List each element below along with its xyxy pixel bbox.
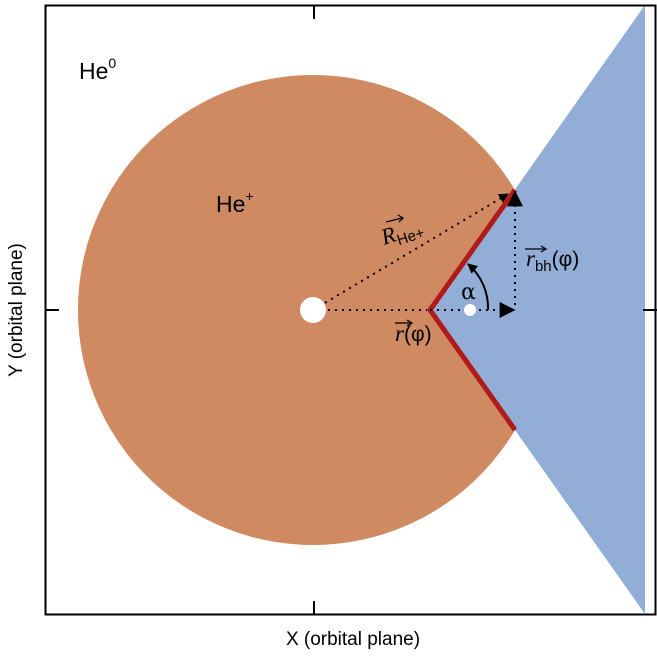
angle-alpha-arc <box>467 263 490 311</box>
label-r-bh: rbh(φ) <box>525 245 579 275</box>
shadow-cone <box>430 5 645 614</box>
donor-star-marker <box>300 297 326 323</box>
label-heplus: He+ <box>216 188 254 217</box>
y-axis-label: Y (orbital plane) <box>6 243 27 377</box>
label-he0: He0 <box>79 55 116 84</box>
label-alpha: α <box>461 280 476 305</box>
svg-text:rbh(φ): rbh(φ) <box>526 246 579 275</box>
vector-r-he-plus <box>312 193 509 311</box>
he-plus-region <box>77 74 515 546</box>
x-axis-label: X (orbital plane) <box>286 629 420 650</box>
svg-text:r(φ): r(φ) <box>395 321 432 346</box>
label-r-phi: r(φ) <box>395 319 432 346</box>
companion-marker <box>464 304 476 316</box>
